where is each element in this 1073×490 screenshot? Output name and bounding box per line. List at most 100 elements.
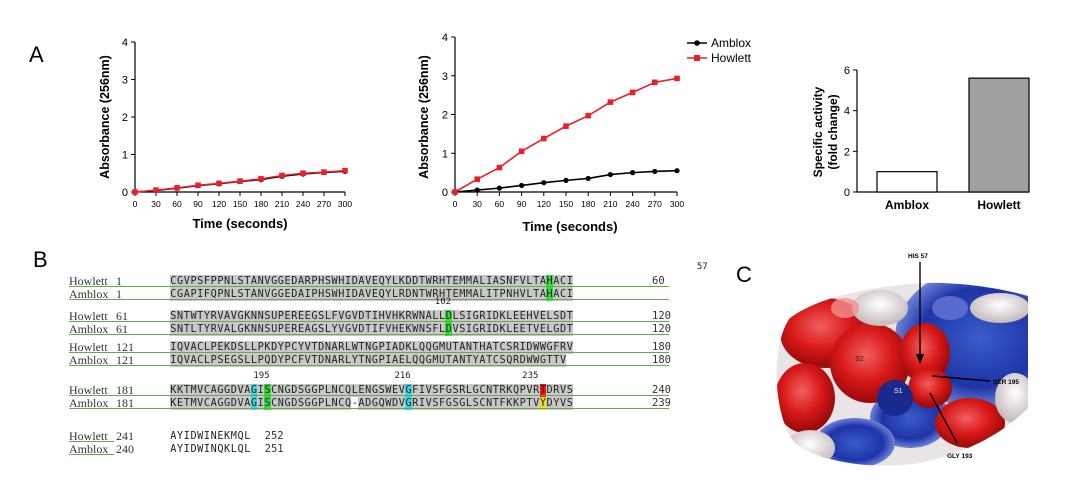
data-point xyxy=(652,79,658,86)
data-point xyxy=(674,168,680,174)
data-point xyxy=(541,135,547,142)
gly193-label: GLY 193 xyxy=(947,453,973,460)
end-position: 120 xyxy=(652,310,671,322)
x-axis-label: Time (seconds) xyxy=(522,219,617,234)
data-point xyxy=(630,170,636,176)
position-label: 216 xyxy=(394,371,411,381)
end-position: 240 xyxy=(652,384,671,396)
absorbance-chart-1: Absorbance (256nm) Time (seconds) 0 1 2 3 4 0… xyxy=(98,37,352,231)
end-position: 180 xyxy=(652,341,671,353)
start-position: 121 xyxy=(116,353,134,367)
start-position: 121 xyxy=(116,340,134,354)
x-tick-label: 60 xyxy=(172,199,182,209)
start-position: 61 xyxy=(116,322,128,336)
legend-marker-amblox xyxy=(694,40,700,46)
alignment-row-amblox: Amblox 121 IQVACLPSEGSLLPQDYPCFVTDNARLYTNG… xyxy=(66,354,706,367)
y-tick-label: 4 xyxy=(442,32,448,44)
position-label: 235 xyxy=(522,371,539,381)
data-point xyxy=(652,168,658,175)
ser195-pointer xyxy=(931,375,991,382)
row-underline xyxy=(69,395,669,396)
x-tick-label: 270 xyxy=(317,199,331,209)
sequence-name: Amblox xyxy=(69,287,109,301)
data-point xyxy=(474,187,480,193)
row-underline xyxy=(69,365,669,366)
start-position: 1 xyxy=(116,274,122,288)
sequence-name: Howlett xyxy=(69,340,108,354)
data-point xyxy=(585,112,591,119)
data-point xyxy=(452,189,458,195)
row-underline xyxy=(69,454,114,455)
category-label: Amblox xyxy=(885,198,929,212)
legend-label-amblox: Amblox xyxy=(711,36,751,50)
data-point xyxy=(519,182,525,189)
y-tick-label: 4 xyxy=(844,106,850,118)
row-underline xyxy=(69,441,114,442)
panel-label-b: B xyxy=(33,247,48,272)
data-point xyxy=(541,180,547,186)
row-underline xyxy=(69,352,669,353)
absorbance-chart-2: Absorbance (256nm) Time (seconds) Amblox… xyxy=(417,32,752,234)
x-tick-label: 180 xyxy=(254,199,268,209)
y-tick-label: 3 xyxy=(442,71,448,83)
x-tick-label: 300 xyxy=(670,199,684,209)
end-position: 60 xyxy=(652,275,665,287)
sequence-residues: KETMVCAGGDVAGISCNGDSGGPLNCQ-ADGQWDVGRIVS… xyxy=(170,397,574,410)
x-tick-label: 240 xyxy=(296,199,310,209)
y-tick-label: 2 xyxy=(122,112,128,124)
x-tick-label: 210 xyxy=(275,199,289,209)
y-tick-label: 6 xyxy=(844,65,850,77)
sequence-residues: IQVACLPEKDSLLPKDYPCYVTDNARLWTNGPIADKLQQG… xyxy=(170,341,574,354)
y-axis-label: Absorbance (256nm) xyxy=(98,55,112,179)
end-position: 239 xyxy=(652,397,671,409)
x-tick-label: 0 xyxy=(453,199,458,209)
data-point xyxy=(132,189,138,195)
y-axis-label-line-2: (fold change) xyxy=(826,94,840,169)
series-line-1 xyxy=(454,77,678,193)
data-point xyxy=(496,164,503,171)
end-position: 120 xyxy=(652,323,671,335)
row-underline xyxy=(69,408,669,409)
y-tick-label: 2 xyxy=(844,146,850,158)
s1-label: S1 xyxy=(894,388,903,395)
alignment-row-howlett: Howlett 121 IQVACLPEKDSLLPKDYPCYVTDNARLWTN… xyxy=(66,341,706,354)
his57-arrowhead xyxy=(916,354,924,364)
start-position: 181 xyxy=(116,383,134,397)
row-underline xyxy=(69,321,669,322)
panel-label-c: C xyxy=(736,262,752,287)
data-point xyxy=(474,176,480,183)
x-tick-label: 60 xyxy=(495,199,505,209)
data-point xyxy=(216,180,222,187)
y-tick-label: 3 xyxy=(122,75,128,87)
data-point xyxy=(258,176,264,182)
gly193-pointer xyxy=(929,392,958,444)
sequence-residues: AYIDWINQKLQL xyxy=(170,444,251,455)
his57-label: HIS 57 xyxy=(908,253,928,260)
x-axis-label: Time (seconds) xyxy=(192,216,287,231)
legend-marker-howlett xyxy=(694,55,700,61)
end-position: 252 xyxy=(264,430,284,442)
legend-label-howlett: Howlett xyxy=(711,51,752,65)
x-tick-label: 150 xyxy=(233,199,247,209)
x-tick-label: 210 xyxy=(603,199,617,209)
data-point xyxy=(518,148,525,155)
alignment-row-howlett: Howlett 61 SNTWTYRVAVGKNNSUPEREEGSLFVGVDTI… xyxy=(66,310,706,323)
data-point xyxy=(174,185,180,191)
x-tick-label: 120 xyxy=(537,199,551,209)
x-tick-label: 0 xyxy=(133,199,138,209)
sequence-residues: IQVACLPSEGSLLPQDYPCFVTDNARLYTNGPIAELQQGM… xyxy=(170,354,567,367)
position-label: 195 xyxy=(253,371,270,381)
x-tick-label: 240 xyxy=(626,199,640,209)
alignment-row-howlett: Howlett 1 CGVPSFPPNLSTANVGGEDARPHSWHIDAVEQ… xyxy=(66,275,706,288)
sequence-name: Amblox xyxy=(69,353,109,367)
bar-amblox xyxy=(876,171,938,193)
start-position: 241 xyxy=(116,429,134,443)
end-position: 251 xyxy=(264,443,284,455)
protein-surface-structure: S2 S1 HIS 57 SER 195 GLY 193 xyxy=(776,253,1029,466)
data-point xyxy=(279,172,285,179)
ser195-label: SER 195 xyxy=(993,379,1019,386)
y-tick-label: 0 xyxy=(122,187,128,199)
data-point xyxy=(321,169,327,175)
alignment-row-howlett: Howlett 181 KKTMVCAGGDVAGISCNGDSGGPLNCQLEN… xyxy=(66,384,706,397)
start-position: 240 xyxy=(116,442,134,456)
